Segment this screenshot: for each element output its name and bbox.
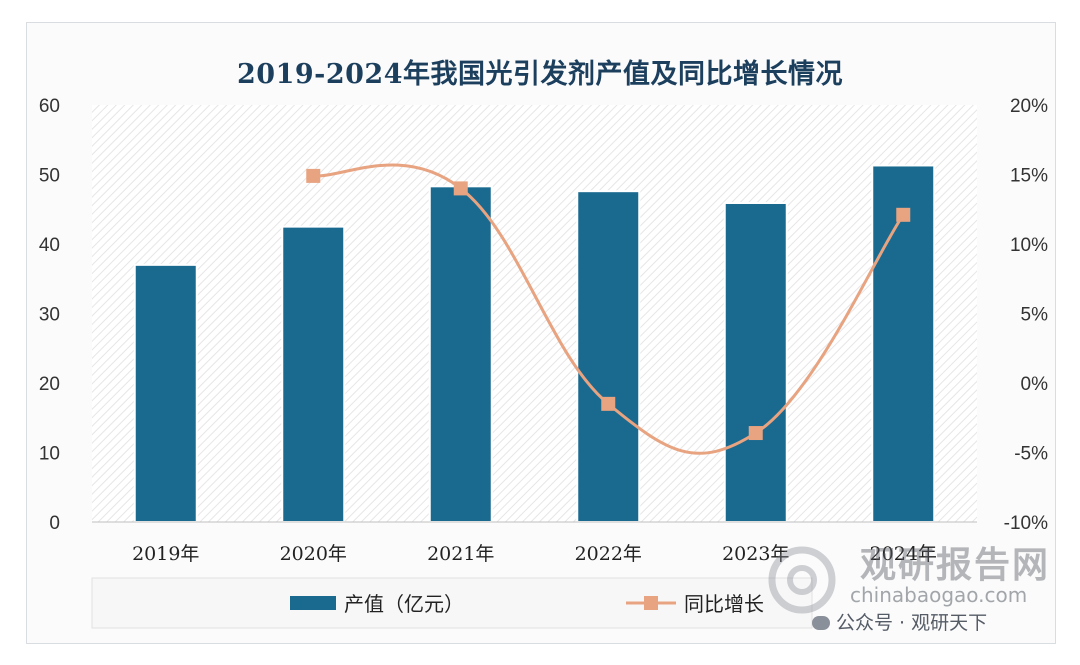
y-right-tick-label: 5%: [1021, 305, 1049, 326]
plot-area: [92, 105, 977, 522]
y-right-tick-label: -5%: [1014, 444, 1048, 465]
y-right-tick-label: 0%: [1021, 374, 1049, 395]
growth-point: [453, 181, 468, 196]
watermark-brand: 观研报告网: [860, 545, 1051, 586]
legend-line-label: 同比增长: [684, 592, 764, 616]
bar: [576, 190, 641, 523]
y-right-tick-label: 10%: [1010, 235, 1048, 256]
y-left-tick-label: 30: [39, 305, 60, 326]
y-right-tick-label: 20%: [1010, 96, 1048, 117]
legend-line-marker: [644, 596, 658, 610]
watermark-url: chinabaogao.com: [850, 583, 1028, 607]
growth-point: [601, 396, 616, 411]
y-left-tick-label: 10: [39, 444, 60, 465]
legend-bar-label: 产值（亿元）: [344, 592, 464, 616]
y-left-tick-label: 50: [39, 166, 60, 187]
watermark-logo: [768, 546, 836, 614]
y-right-tick-label: -10%: [1004, 513, 1048, 534]
x-tick-label: 2024年: [870, 543, 937, 565]
bar: [871, 164, 936, 523]
growth-point: [748, 426, 763, 441]
bar: [281, 225, 346, 523]
growth-point: [306, 168, 321, 183]
chart-title: 2019-2024年我国光引发剂产值及同比增长情况: [237, 59, 843, 90]
y-left-tick-label: 0: [49, 513, 60, 534]
legend-bar-swatch: [290, 596, 336, 610]
y-right-tick-label: 15%: [1010, 166, 1048, 187]
watermark-public-account: 公众号 · 观研天下: [812, 608, 987, 635]
growth-point: [896, 207, 911, 222]
y-left-tick-label: 40: [39, 235, 60, 256]
x-tick-label: 2020年: [280, 543, 347, 565]
x-tick-label: 2021年: [427, 543, 494, 565]
watermark-public-account-text: 公众号 · 观研天下: [836, 612, 988, 634]
bar: [133, 263, 198, 523]
bar: [723, 201, 788, 523]
wechat-icon: [812, 616, 830, 630]
legend-box: [91, 577, 813, 629]
x-tick-label: 2019年: [132, 543, 199, 565]
x-tick-label: 2022年: [575, 543, 642, 565]
bar: [428, 185, 493, 523]
y-left-tick-label: 20: [39, 374, 60, 395]
y-left-tick-label: 60: [39, 96, 60, 117]
x-tick-label: 2023年: [722, 543, 789, 565]
